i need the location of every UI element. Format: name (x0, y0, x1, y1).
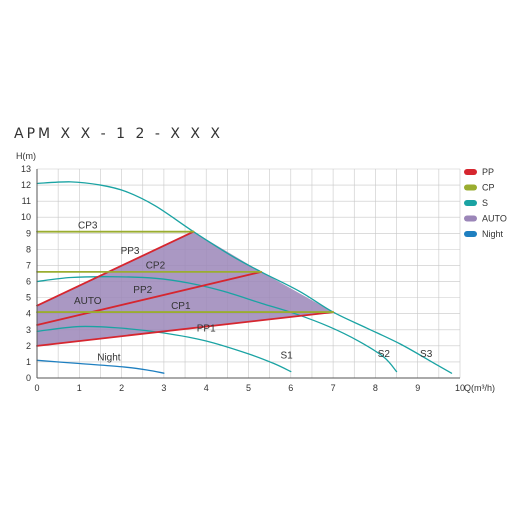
series-label-s3: S3 (420, 349, 433, 360)
series-line-night (36, 359, 165, 374)
legend-label-s: S (482, 198, 488, 208)
legend-label-night: Night (482, 229, 504, 239)
series-label-pp2: PP2 (133, 285, 152, 296)
chart-legend: PP CP S AUTO Night (464, 167, 507, 239)
series-label-pp3: PP3 (121, 246, 140, 257)
x-tick-label: 2 (119, 383, 124, 393)
y-tick-label: 1 (26, 357, 31, 367)
x-tick-label: 7 (331, 383, 336, 393)
series-line-s3 (36, 181, 453, 374)
y-tick-label: 7 (26, 260, 31, 270)
legend-swatch-cp (464, 184, 477, 191)
series-label-cp3: CP3 (78, 220, 98, 231)
x-tick-label: 6 (288, 383, 293, 393)
y-tick-label: 12 (21, 180, 31, 190)
series-label-pp1: PP1 (197, 323, 216, 334)
series-labels-layer: S3 S2 S1 Night PP3 PP2 PP1 CP3 CP2 CP1 AUTO (74, 220, 433, 363)
y-tick-label: 11 (22, 196, 31, 206)
y-tick-label: 4 (26, 309, 31, 319)
series-line-pp3 (36, 230, 195, 307)
x-tick-label: 0 (34, 383, 39, 393)
chart-axes: 0 1 2 3 4 5 6 7 8 9 10012345678910111213Q(m³/h)H(m… (16, 151, 495, 393)
y-tick-label: 9 (26, 228, 31, 238)
legend-swatch-s (464, 200, 477, 206)
series-label-s1: S1 (280, 351, 293, 362)
series-label-cp2: CP2 (146, 261, 166, 272)
model-title: APM X X - 1 2 - X X X (14, 126, 224, 142)
series-label-s2: S2 (378, 349, 391, 360)
x-tick-label: 9 (415, 383, 420, 393)
auto-region (37, 231, 334, 346)
x-tick-label: 10 (455, 383, 465, 393)
legend-label-auto: AUTO (482, 214, 507, 224)
legend-swatch-auto (464, 215, 477, 222)
series-line-s1 (36, 325, 292, 373)
y-tick-label: 5 (26, 293, 31, 303)
legend-swatch-night (464, 231, 477, 237)
y-tick-label: 13 (21, 164, 31, 174)
auto-region-label: AUTO (74, 296, 102, 307)
y-tick-label: 2 (26, 341, 31, 351)
y-tick-label: 3 (26, 325, 31, 335)
x-axis-label: Q(m³/h) (464, 383, 495, 393)
y-axis-label: H(m) (16, 151, 36, 161)
series-line-pp1 (36, 311, 334, 347)
series-label-cp1: CP1 (171, 301, 191, 312)
series-line-pp2 (36, 270, 263, 326)
y-tick-label: 6 (26, 277, 31, 287)
y-tick-label: 10 (21, 212, 31, 222)
series-layer (36, 181, 453, 374)
series-label-night: Night (97, 352, 121, 363)
x-tick-label: 1 (77, 383, 82, 393)
auto-region-layer (37, 231, 334, 346)
x-tick-label: 8 (373, 383, 378, 393)
x-tick-label: 3 (161, 383, 166, 393)
legend-label-pp: PP (482, 167, 494, 177)
series-line-s2 (36, 276, 398, 373)
y-tick-label: 0 (26, 373, 31, 383)
x-tick-label: 5 (246, 383, 251, 393)
x-tick-label: 4 (204, 383, 209, 393)
legend-swatch-pp (464, 169, 477, 175)
legend-label-cp: CP (482, 183, 495, 193)
y-tick-label: 8 (26, 244, 31, 254)
